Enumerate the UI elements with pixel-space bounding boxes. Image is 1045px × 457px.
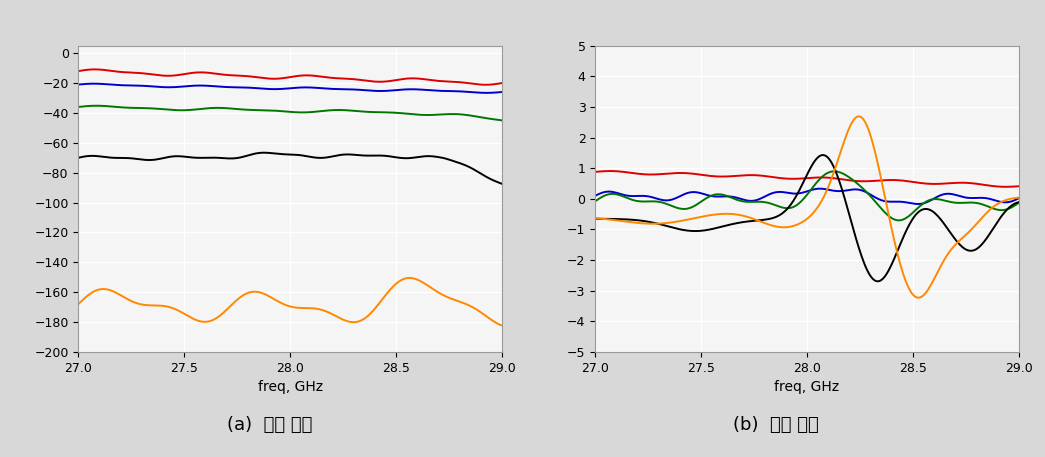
- Text: (b)  진폭 오차: (b) 진폭 오차: [733, 416, 818, 434]
- Text: (a)  위상 변화: (a) 위상 변화: [227, 416, 312, 434]
- X-axis label: freq, GHz: freq, GHz: [258, 380, 323, 394]
- X-axis label: freq, GHz: freq, GHz: [774, 380, 839, 394]
